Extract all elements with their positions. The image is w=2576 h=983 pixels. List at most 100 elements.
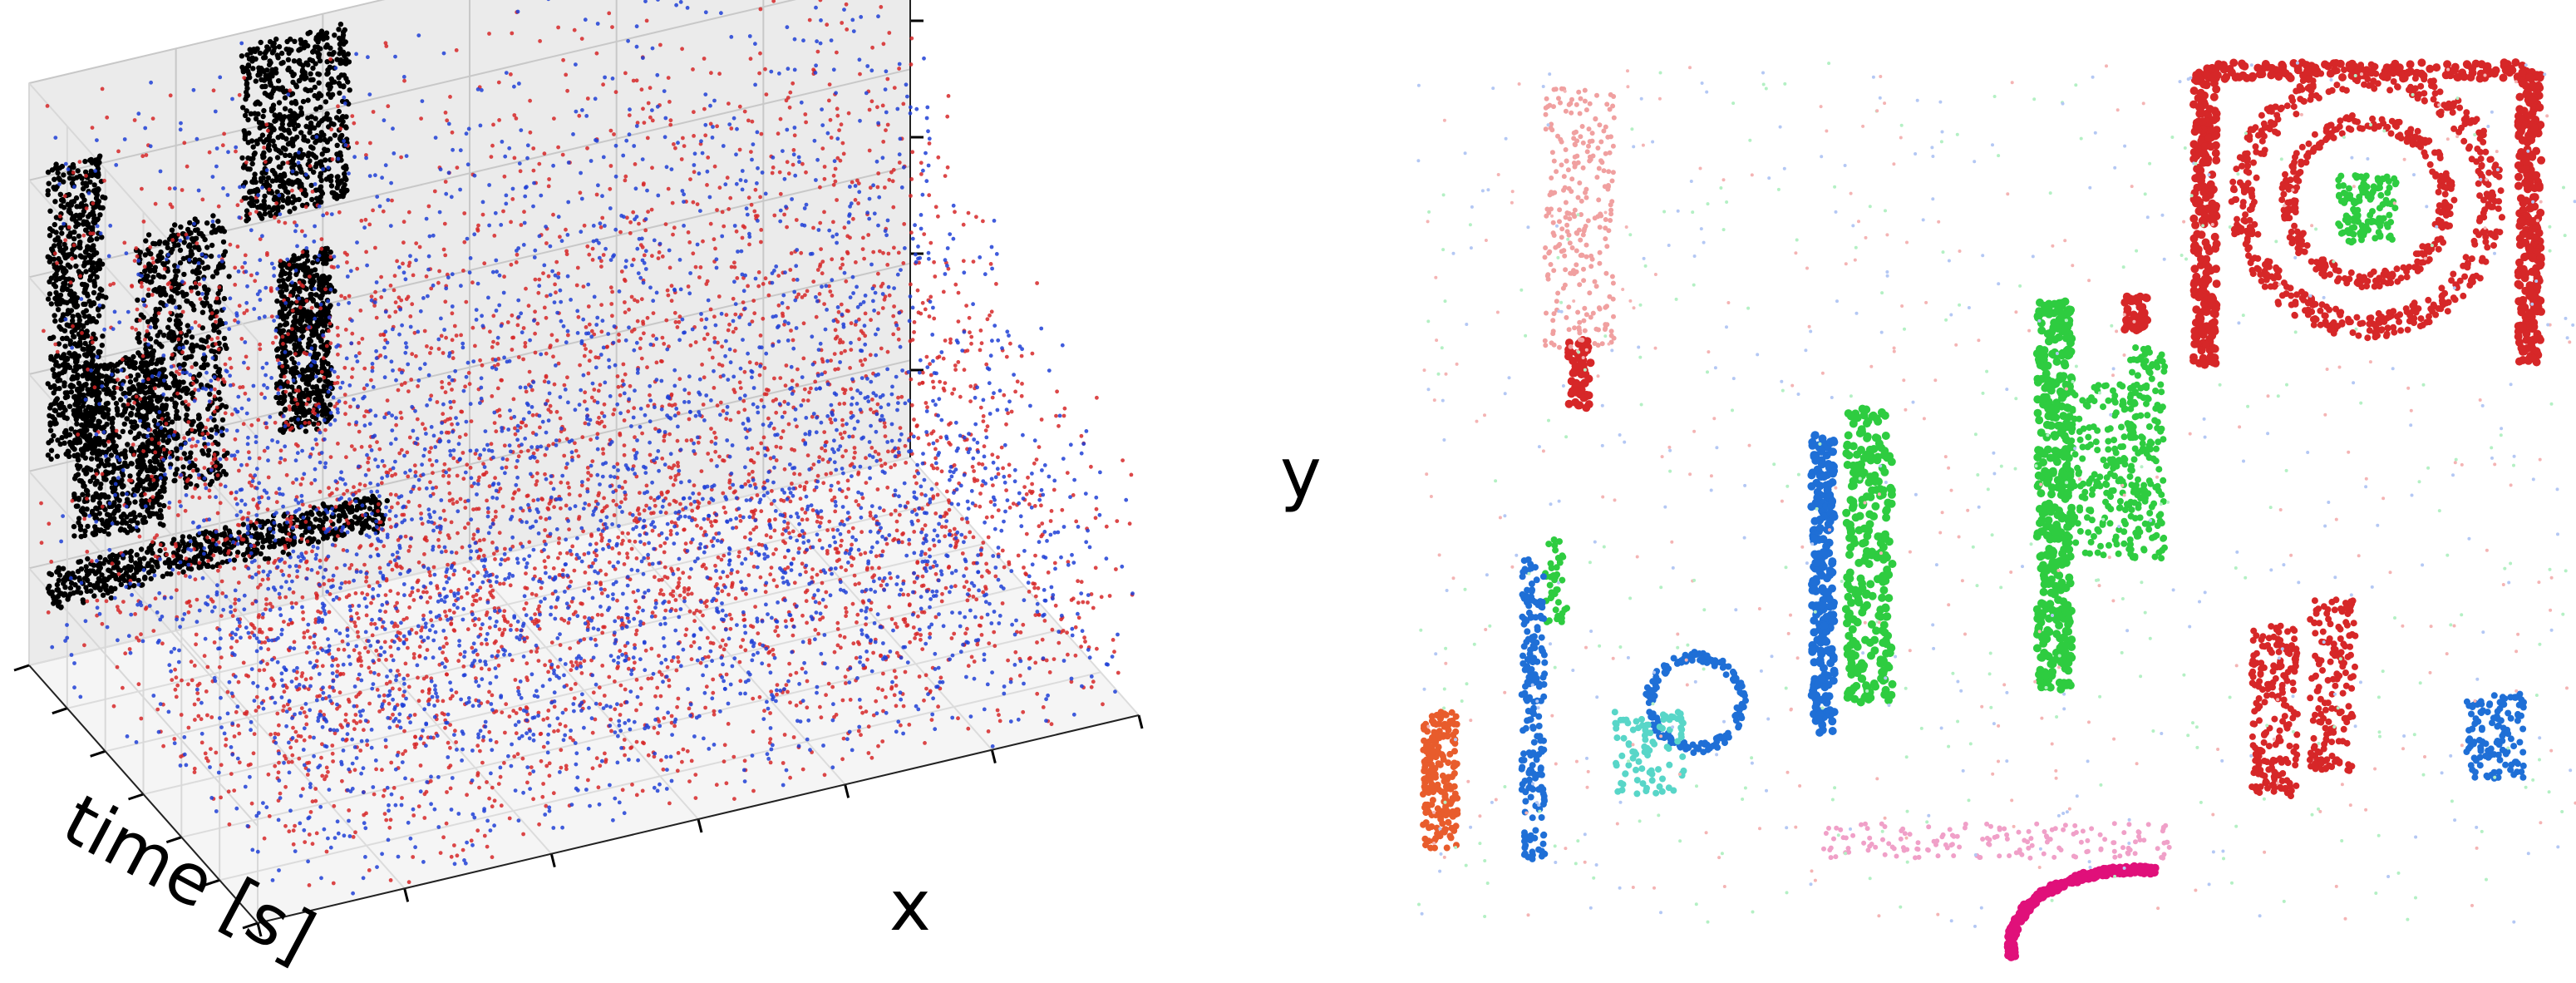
event-point (856, 201, 860, 205)
event-point (468, 466, 473, 470)
event-point (428, 595, 432, 600)
event-point (101, 584, 106, 590)
event-point (444, 614, 449, 619)
event-point (106, 531, 111, 537)
event-point (99, 425, 105, 432)
event-point (84, 506, 90, 512)
event-point (367, 444, 372, 449)
event-point (833, 328, 838, 333)
event-point (62, 390, 69, 396)
event-point (52, 408, 57, 413)
event-point (250, 179, 256, 185)
event-point (186, 465, 192, 471)
event-point (801, 321, 806, 326)
event-point (217, 285, 222, 289)
event-point (290, 79, 296, 86)
event-point (307, 336, 313, 343)
event-point (327, 51, 332, 57)
event-point (820, 457, 825, 462)
event-point (311, 169, 317, 175)
event-point (54, 293, 61, 299)
event-point (835, 106, 840, 111)
event-point (214, 270, 220, 276)
event-point (185, 406, 190, 412)
event-point (412, 713, 417, 717)
event-point (73, 366, 80, 373)
event-point (475, 228, 480, 233)
event-point (48, 402, 54, 408)
event-point (99, 572, 105, 578)
event-point (559, 480, 564, 485)
event-point (331, 190, 337, 196)
event-point (185, 164, 190, 169)
event-point (88, 588, 94, 594)
event-point (853, 198, 858, 202)
event-point (286, 114, 292, 120)
event-point (96, 265, 103, 272)
event-point (887, 31, 892, 35)
event-point (151, 268, 158, 274)
event-point (318, 344, 324, 350)
event-point (48, 456, 54, 462)
event-point (603, 751, 607, 756)
event-point (52, 221, 57, 228)
event-point (180, 188, 185, 192)
event-point (138, 312, 144, 318)
event-point (334, 151, 340, 157)
event-point (680, 47, 684, 52)
event-point (94, 456, 100, 462)
event-point (379, 295, 384, 299)
event-point (75, 568, 81, 575)
event-point (314, 195, 320, 201)
event-point (118, 514, 125, 520)
event-point (100, 205, 106, 211)
event-point (813, 379, 818, 384)
event-point (280, 60, 286, 66)
event-point (936, 704, 940, 709)
event-point (91, 300, 97, 307)
event-point (282, 689, 287, 694)
event-point (282, 106, 288, 111)
event-point (48, 275, 54, 281)
event-point (712, 237, 717, 242)
event-point (157, 547, 163, 554)
event-point (359, 445, 364, 449)
event-point (746, 195, 751, 200)
event-point (307, 29, 313, 36)
event-point (62, 343, 68, 349)
event-point (805, 453, 810, 457)
event-point (273, 146, 279, 152)
event-point (165, 437, 172, 443)
event-point (161, 502, 167, 509)
event-point (173, 471, 179, 477)
event-point (128, 557, 134, 564)
event-point (200, 451, 206, 457)
event-point (298, 314, 305, 320)
event-point (567, 485, 571, 490)
event-point (78, 412, 85, 417)
event-point (121, 518, 127, 525)
event-point (323, 257, 329, 263)
event-point (62, 394, 69, 401)
event-point (129, 518, 135, 524)
event-point (308, 71, 313, 77)
event-point (52, 371, 57, 378)
event-point (533, 331, 537, 336)
event-point (265, 175, 272, 181)
event-point (638, 702, 643, 707)
event-point (183, 484, 190, 490)
event-point (91, 531, 97, 537)
event-point (188, 285, 195, 291)
event-point (683, 541, 688, 546)
event-point (211, 417, 217, 423)
event-point (279, 526, 285, 532)
event-point (510, 31, 515, 36)
event-point (294, 738, 298, 743)
event-point (308, 77, 314, 83)
event-point (669, 284, 674, 289)
event-point (544, 294, 549, 299)
event-point (298, 169, 304, 175)
tick-mark (844, 783, 850, 798)
event-point (396, 669, 400, 673)
event-point (105, 400, 111, 407)
